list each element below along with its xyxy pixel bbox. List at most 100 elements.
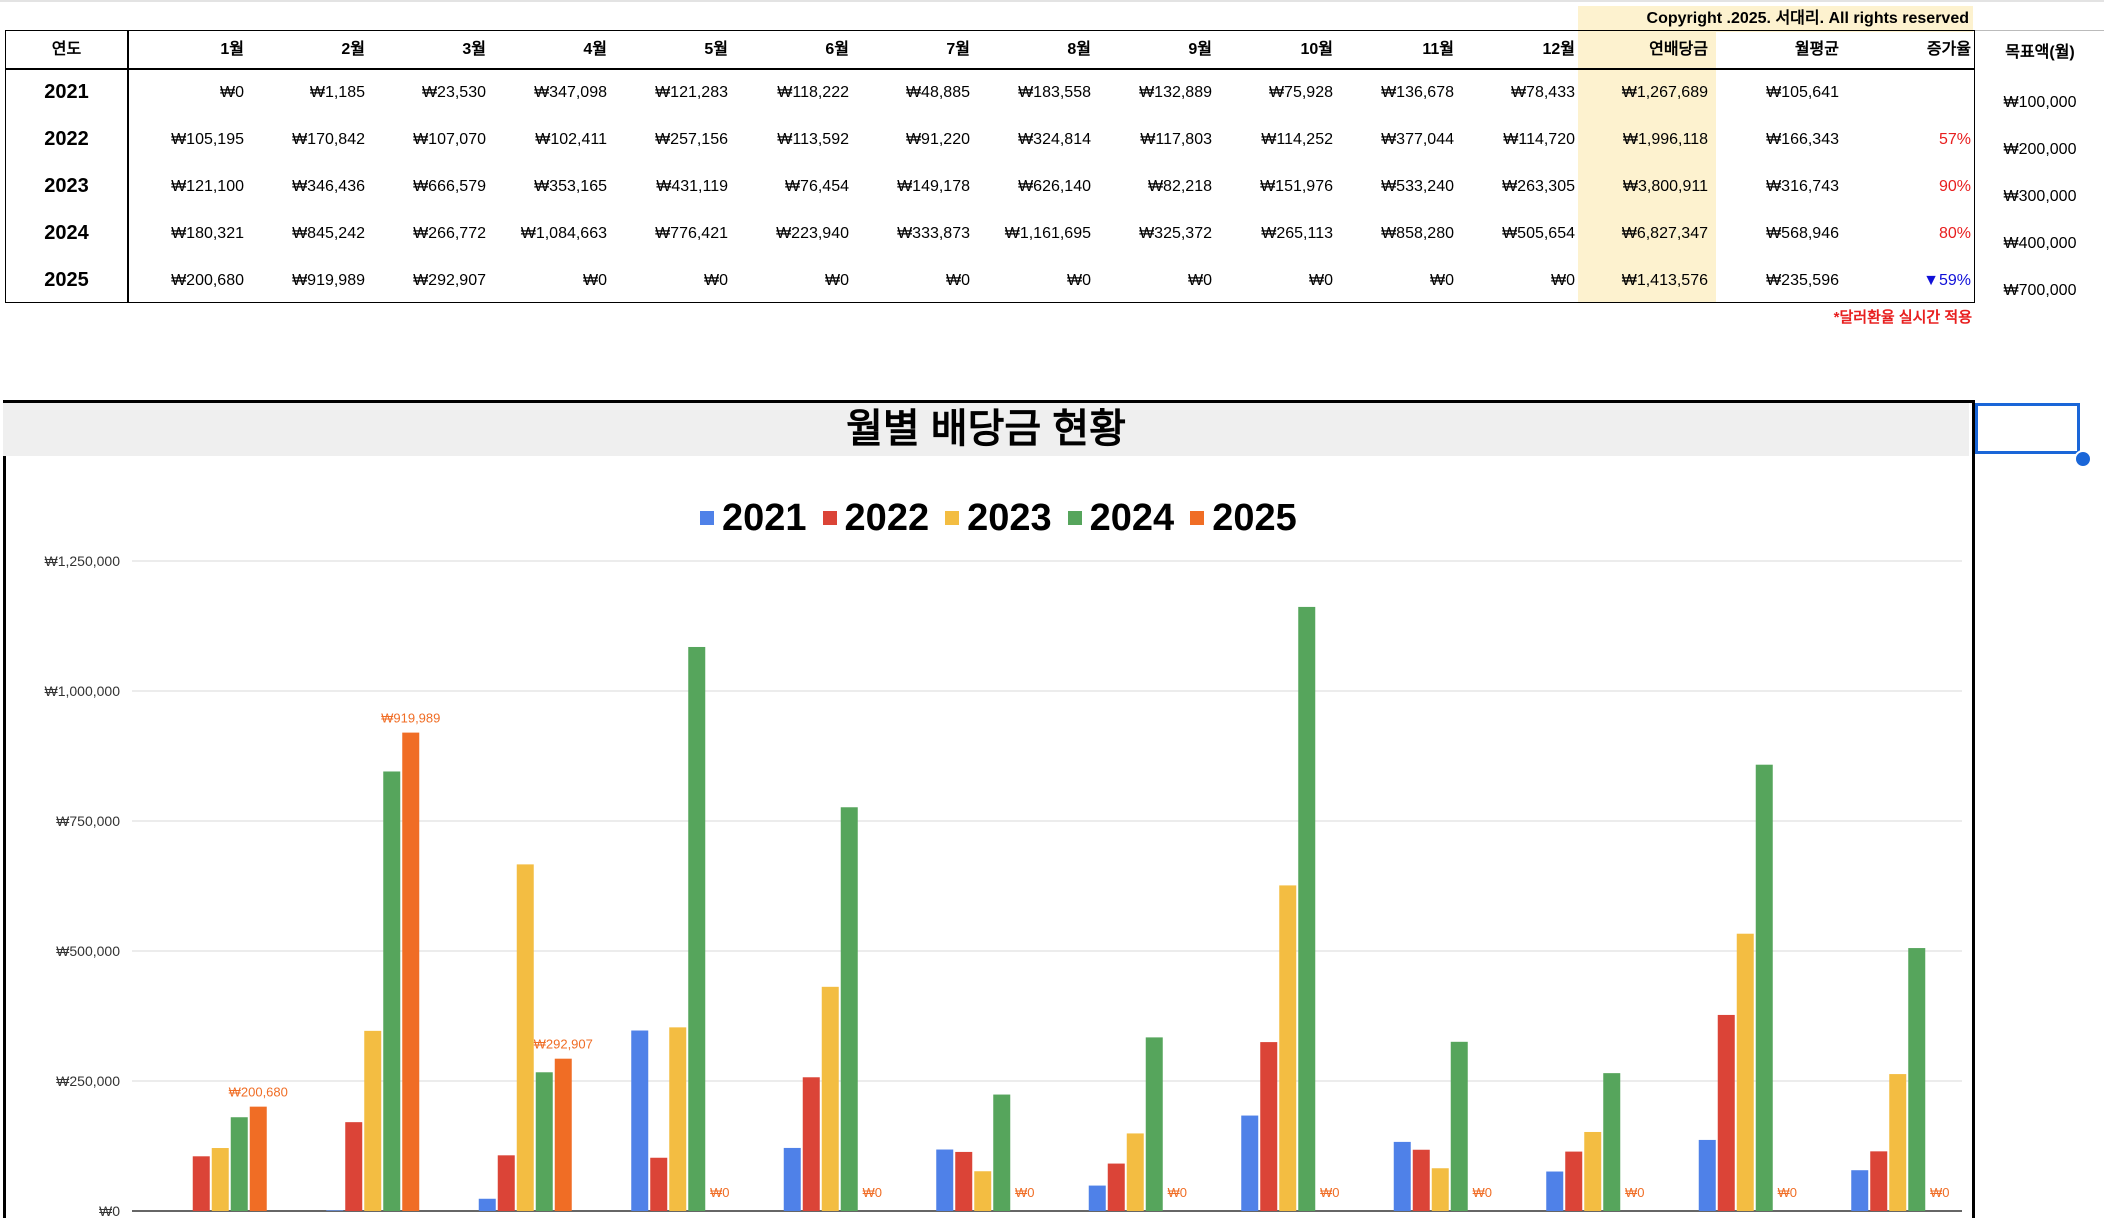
- table-cell-value[interactable]: ₩626,140: [1018, 178, 1091, 195]
- header-annual[interactable]: 연배당금: [1649, 41, 1708, 58]
- table-cell-value[interactable]: ₩666,579: [413, 178, 486, 195]
- table-cell-value[interactable]: ₩0: [1551, 272, 1575, 289]
- header-month[interactable]: 6월: [825, 41, 849, 58]
- table-cell-value[interactable]: ₩102,411: [535, 131, 607, 148]
- table-cell-value[interactable]: ₩0: [1430, 272, 1454, 289]
- goal-value[interactable]: ₩300,000: [2003, 188, 2077, 205]
- goal-header[interactable]: 목표액(월): [2005, 44, 2075, 61]
- header-month[interactable]: 4월: [583, 41, 607, 58]
- table-cell-value[interactable]: ₩858,280: [1381, 225, 1454, 242]
- table-cell-value[interactable]: ₩505,654: [1502, 225, 1575, 242]
- table-row-year[interactable]: 2022: [44, 128, 89, 150]
- table-cell-value[interactable]: ₩0: [583, 272, 607, 289]
- table-cell-value[interactable]: ₩82,218: [1147, 178, 1212, 195]
- table-cell-avg[interactable]: ₩568,946: [1766, 225, 1839, 242]
- table-cell-value[interactable]: ₩170,842: [292, 131, 365, 148]
- table-cell-value[interactable]: ₩136,678: [1381, 84, 1454, 101]
- table-cell-value[interactable]: ₩48,885: [905, 84, 970, 101]
- table-cell-value[interactable]: ₩1,084,663: [520, 225, 607, 242]
- table-cell-value[interactable]: ₩919,989: [292, 272, 365, 289]
- table-cell-value[interactable]: ₩845,242: [292, 225, 365, 242]
- table-cell-value[interactable]: ₩121,283: [655, 84, 728, 101]
- header-month[interactable]: 11월: [1422, 41, 1454, 58]
- goal-value[interactable]: ₩700,000: [2003, 282, 2077, 299]
- table-cell-value[interactable]: ₩0: [220, 84, 244, 101]
- table-cell-value[interactable]: ₩0: [825, 272, 849, 289]
- header-month[interactable]: 1월: [220, 41, 244, 58]
- table-cell-value[interactable]: ₩292,907: [413, 272, 486, 289]
- table-row-year[interactable]: 2025: [44, 269, 89, 291]
- table-cell-value[interactable]: ₩0: [1188, 272, 1212, 289]
- table-cell-value[interactable]: ₩183,558: [1018, 84, 1091, 101]
- table-cell-value[interactable]: ₩353,165: [534, 178, 607, 195]
- table-cell-value[interactable]: ₩377,044: [1381, 131, 1454, 148]
- table-cell-avg[interactable]: ₩316,743: [1766, 178, 1839, 195]
- table-cell-value[interactable]: ₩0: [1309, 272, 1333, 289]
- table-cell-value[interactable]: ₩1,161,695: [1004, 225, 1091, 242]
- table-cell-growth[interactable]: 57%: [1938, 131, 1971, 148]
- table-cell-value[interactable]: ₩113,592: [777, 131, 849, 148]
- table-cell-growth[interactable]: 80%: [1938, 225, 1971, 242]
- table-cell-value[interactable]: ₩257,156: [655, 131, 728, 148]
- table-cell-value[interactable]: ₩1,185: [309, 84, 365, 101]
- table-row-year[interactable]: 2024: [44, 222, 89, 244]
- header-month[interactable]: 5월: [704, 41, 728, 58]
- header-month[interactable]: 8월: [1067, 41, 1091, 58]
- table-cell-annual[interactable]: ₩3,800,911: [1622, 178, 1708, 195]
- table-cell-value[interactable]: ₩0: [704, 272, 728, 289]
- table-cell-value[interactable]: ₩151,976: [1260, 178, 1333, 195]
- fill-handle[interactable]: [2074, 450, 2092, 468]
- table-cell-annual[interactable]: ₩1,413,576: [1621, 272, 1708, 289]
- table-cell-value[interactable]: ₩78,433: [1510, 84, 1575, 101]
- table-cell-value[interactable]: ₩324,814: [1018, 131, 1091, 148]
- table-cell-value[interactable]: ₩117,803: [1140, 131, 1212, 148]
- table-cell-value[interactable]: ₩0: [946, 272, 970, 289]
- header-month[interactable]: 10월: [1300, 41, 1333, 58]
- table-cell-value[interactable]: ₩23,530: [421, 84, 486, 101]
- table-row-year[interactable]: 2023: [44, 175, 89, 197]
- table-row-year[interactable]: 2021: [44, 81, 89, 103]
- table-cell-value[interactable]: ₩0: [1067, 272, 1091, 289]
- table-cell-avg[interactable]: ₩105,641: [1766, 84, 1839, 101]
- table-cell-value[interactable]: ₩118,222: [777, 84, 849, 101]
- goal-value[interactable]: ₩400,000: [2003, 235, 2077, 252]
- table-cell-value[interactable]: ₩180,321: [171, 225, 244, 242]
- header-month[interactable]: 3월: [462, 41, 486, 58]
- table-cell-value[interactable]: ₩346,436: [292, 178, 365, 195]
- table-cell-value[interactable]: ₩333,873: [897, 225, 970, 242]
- table-cell-value[interactable]: ₩114,720: [1503, 131, 1575, 148]
- table-cell-value[interactable]: ₩76,454: [784, 178, 849, 195]
- table-cell-annual[interactable]: ₩1,996,118: [1622, 131, 1708, 148]
- table-cell-value[interactable]: ₩121,100: [171, 178, 244, 195]
- table-cell-value[interactable]: ₩107,070: [413, 131, 486, 148]
- selected-cell[interactable]: [1975, 403, 2080, 454]
- table-cell-value[interactable]: ₩223,940: [776, 225, 849, 242]
- table-cell-value[interactable]: ₩266,772: [413, 225, 486, 242]
- chart-panel[interactable]: [3, 400, 1975, 1218]
- table-cell-value[interactable]: ₩265,113: [1261, 225, 1333, 242]
- table-cell-growth[interactable]: ▼59%: [1923, 272, 1971, 289]
- table-cell-value[interactable]: ₩149,178: [897, 178, 970, 195]
- table-cell-value[interactable]: ₩91,220: [905, 131, 970, 148]
- header-month[interactable]: 12월: [1542, 41, 1575, 58]
- goal-value[interactable]: ₩100,000: [2003, 94, 2077, 111]
- table-cell-value[interactable]: ₩533,240: [1381, 178, 1454, 195]
- header-month[interactable]: 7월: [946, 41, 970, 58]
- table-cell-value[interactable]: ₩105,195: [171, 131, 244, 148]
- header-growth[interactable]: 증가율: [1926, 41, 1971, 58]
- table-cell-value[interactable]: ₩776,421: [655, 225, 728, 242]
- table-cell-value[interactable]: ₩114,252: [1261, 131, 1333, 148]
- table-cell-value[interactable]: ₩132,889: [1139, 84, 1212, 101]
- table-cell-value[interactable]: ₩263,305: [1502, 178, 1575, 195]
- table-cell-growth[interactable]: 90%: [1938, 178, 1971, 195]
- header-year[interactable]: 연도: [51, 41, 82, 58]
- table-cell-annual[interactable]: ₩1,267,689: [1621, 84, 1708, 101]
- table-cell-value[interactable]: ₩200,680: [171, 272, 244, 289]
- header-month[interactable]: 9월: [1188, 41, 1212, 58]
- header-monthly-avg[interactable]: 월평균: [1794, 41, 1839, 58]
- table-cell-avg[interactable]: ₩235,596: [1766, 272, 1839, 289]
- table-cell-annual[interactable]: ₩6,827,347: [1621, 225, 1708, 242]
- table-cell-avg[interactable]: ₩166,343: [1766, 131, 1839, 148]
- goal-value[interactable]: ₩200,000: [2003, 141, 2077, 158]
- table-cell-value[interactable]: ₩431,119: [656, 178, 728, 195]
